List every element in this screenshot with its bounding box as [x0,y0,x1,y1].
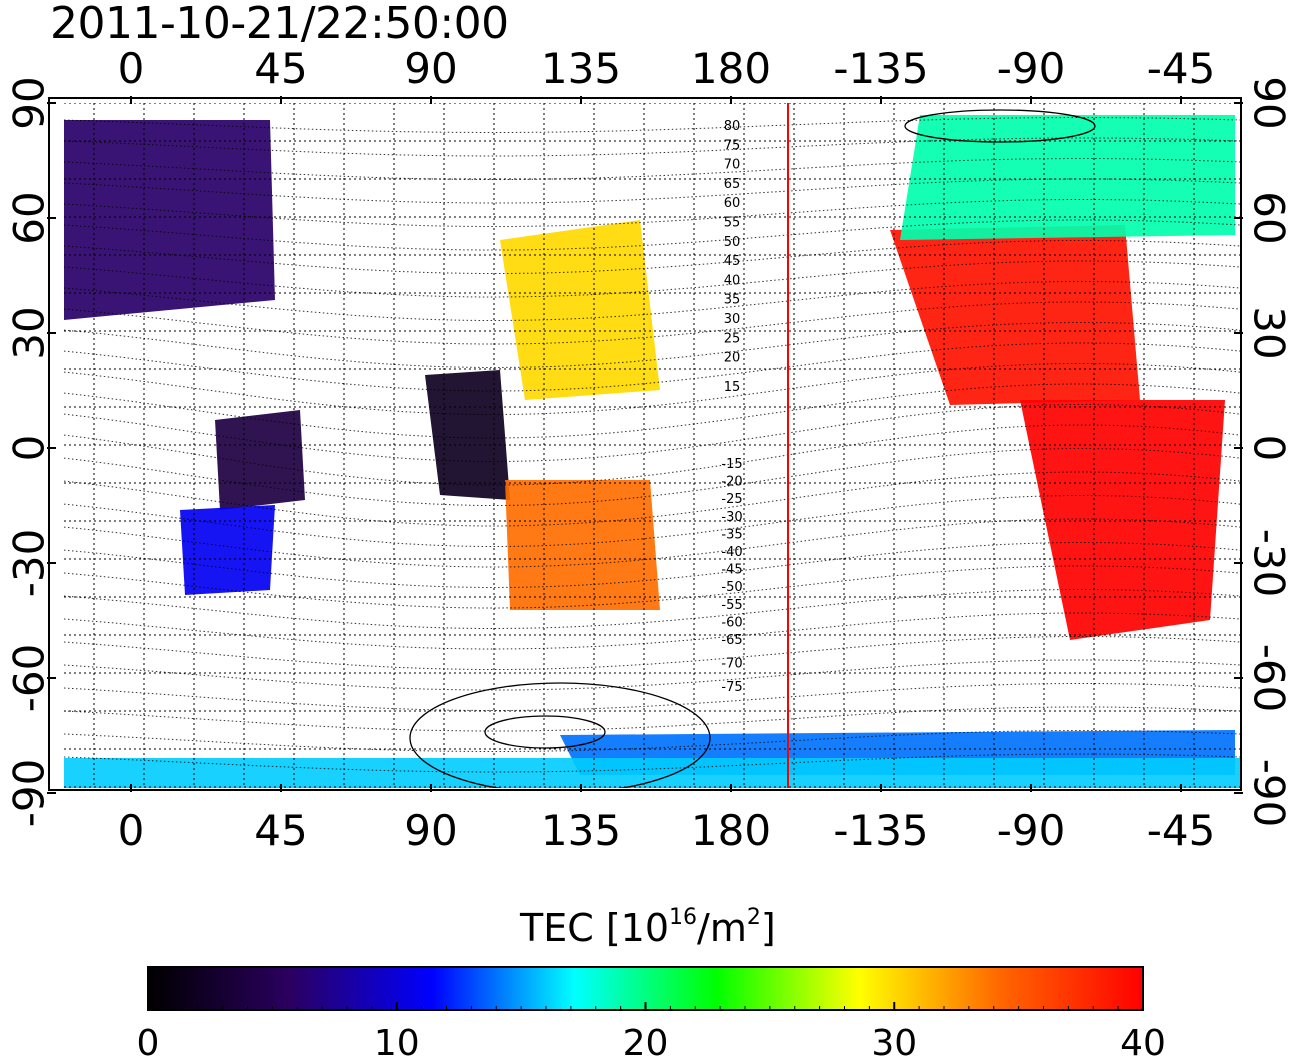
x-tick-label-bottom: 135 [541,806,621,855]
magnetic-latitude-label: 75 [724,138,741,153]
magnetic-latitude-label: -70 [721,657,742,672]
tec-region [500,220,660,400]
x-tick-label-bottom: -135 [833,806,928,855]
magnetic-latitude-contours [64,109,1240,788]
y-tick-label-left: 30 [5,306,54,359]
tec-region [64,758,1240,788]
magnetic-latitude-label: 80 [724,119,741,134]
x-tick-label-top: 45 [254,44,307,93]
magnetic-latitude-label: -75 [721,680,742,695]
y-tick-label-right: 90 [1245,76,1292,129]
x-tick-label-top: -45 [1147,44,1216,93]
timestamp: 2011-10-21/22:50:00 [50,0,509,49]
x-tick-label-bottom: 45 [254,806,307,855]
magnetic-latitude-label: -40 [721,545,742,560]
x-tick-label-top: 0 [118,44,145,93]
x-tick-label-bottom: -45 [1147,806,1216,855]
x-tick-label-top: -90 [997,44,1066,93]
magnetic-latitude-label: -20 [721,475,742,490]
grid [64,103,1240,788]
magnetic-latitude-label: -55 [721,598,742,613]
y-tick-label-left: -60 [5,644,54,713]
magnetic-latitude-label: 55 [724,216,741,231]
x-tick-label-top: 180 [691,44,771,93]
colorbar-tick-label: 20 [623,1023,669,1057]
magnetic-latitude-label: 65 [724,177,741,192]
x-tick-label-top: -135 [833,44,928,93]
tec-region [215,410,305,510]
magnetic-latitude-label: -35 [721,527,742,542]
y-tick-label-left: 90 [5,76,54,129]
y-tick-label-right: -60 [1245,644,1292,713]
magnetic-latitude-label: -30 [721,510,742,525]
magnetic-latitude-label: 45 [724,254,741,269]
y-tick-label-left: -90 [5,759,54,828]
magnetic-latitude-label: -50 [721,580,742,595]
y-tick-label-left: -30 [5,529,54,598]
y-tick-label-right: 60 [1245,191,1292,244]
x-tick-label-top: 135 [541,44,621,93]
tec-region [900,115,1235,240]
magnetic-latitude-label: -15 [721,457,742,472]
magnetic-latitude-label: 20 [724,351,741,366]
tec-region [890,225,1140,405]
x-tick-label-top: 90 [404,44,457,93]
colorbar-tick-label: 10 [374,1023,420,1057]
x-tick-label-bottom: 0 [118,806,145,855]
magnetic-latitude-label: -65 [721,633,742,648]
tec-region [425,370,510,500]
colorbar-tick-label: 30 [871,1023,917,1057]
magnetic-latitude-label: 60 [724,196,741,211]
magnetic-latitude-label: 15 [724,380,741,395]
magnetic-latitude-label: -45 [721,563,742,578]
colorbar-tick-label: 40 [1120,1023,1166,1057]
magnetic-latitude-label: 40 [724,273,741,288]
y-tick-label-left: 60 [5,191,54,244]
tec-region [1020,400,1225,640]
y-tick-label-left: 0 [5,435,54,462]
colorbar-title: TEC [1016/m2] [520,905,776,950]
magnetic-latitude-label: 25 [724,331,741,346]
magnetic-latitude-label: -60 [721,615,742,630]
magnetic-latitude-label: -25 [721,492,742,507]
magnetic-latitude-labels: 80 75 70 65 60 55 50 45 40 35 30 25 20 15 -15 -20 -25 -30… [721,119,742,695]
map-frame [48,97,1242,791]
magnetic-latitude-label: 50 [724,235,741,250]
tec-region [64,120,275,320]
y-tick-label-right: 30 [1245,306,1292,359]
x-tick-label-bottom: -90 [997,806,1066,855]
tec-region [505,480,660,610]
x-tick-label-bottom: 180 [691,806,771,855]
y-tick-label-right: -90 [1245,759,1292,828]
colorbar-tick-label: 0 [137,1023,160,1057]
x-tick-label-bottom: 90 [404,806,457,855]
y-tick-label-right: 0 [1245,435,1292,462]
magnetic-latitude-label: 30 [724,312,741,327]
magnetic-latitude-label: 70 [724,158,741,173]
magnetic-latitude-label: 35 [724,293,741,308]
y-tick-label-right: -30 [1245,529,1292,598]
